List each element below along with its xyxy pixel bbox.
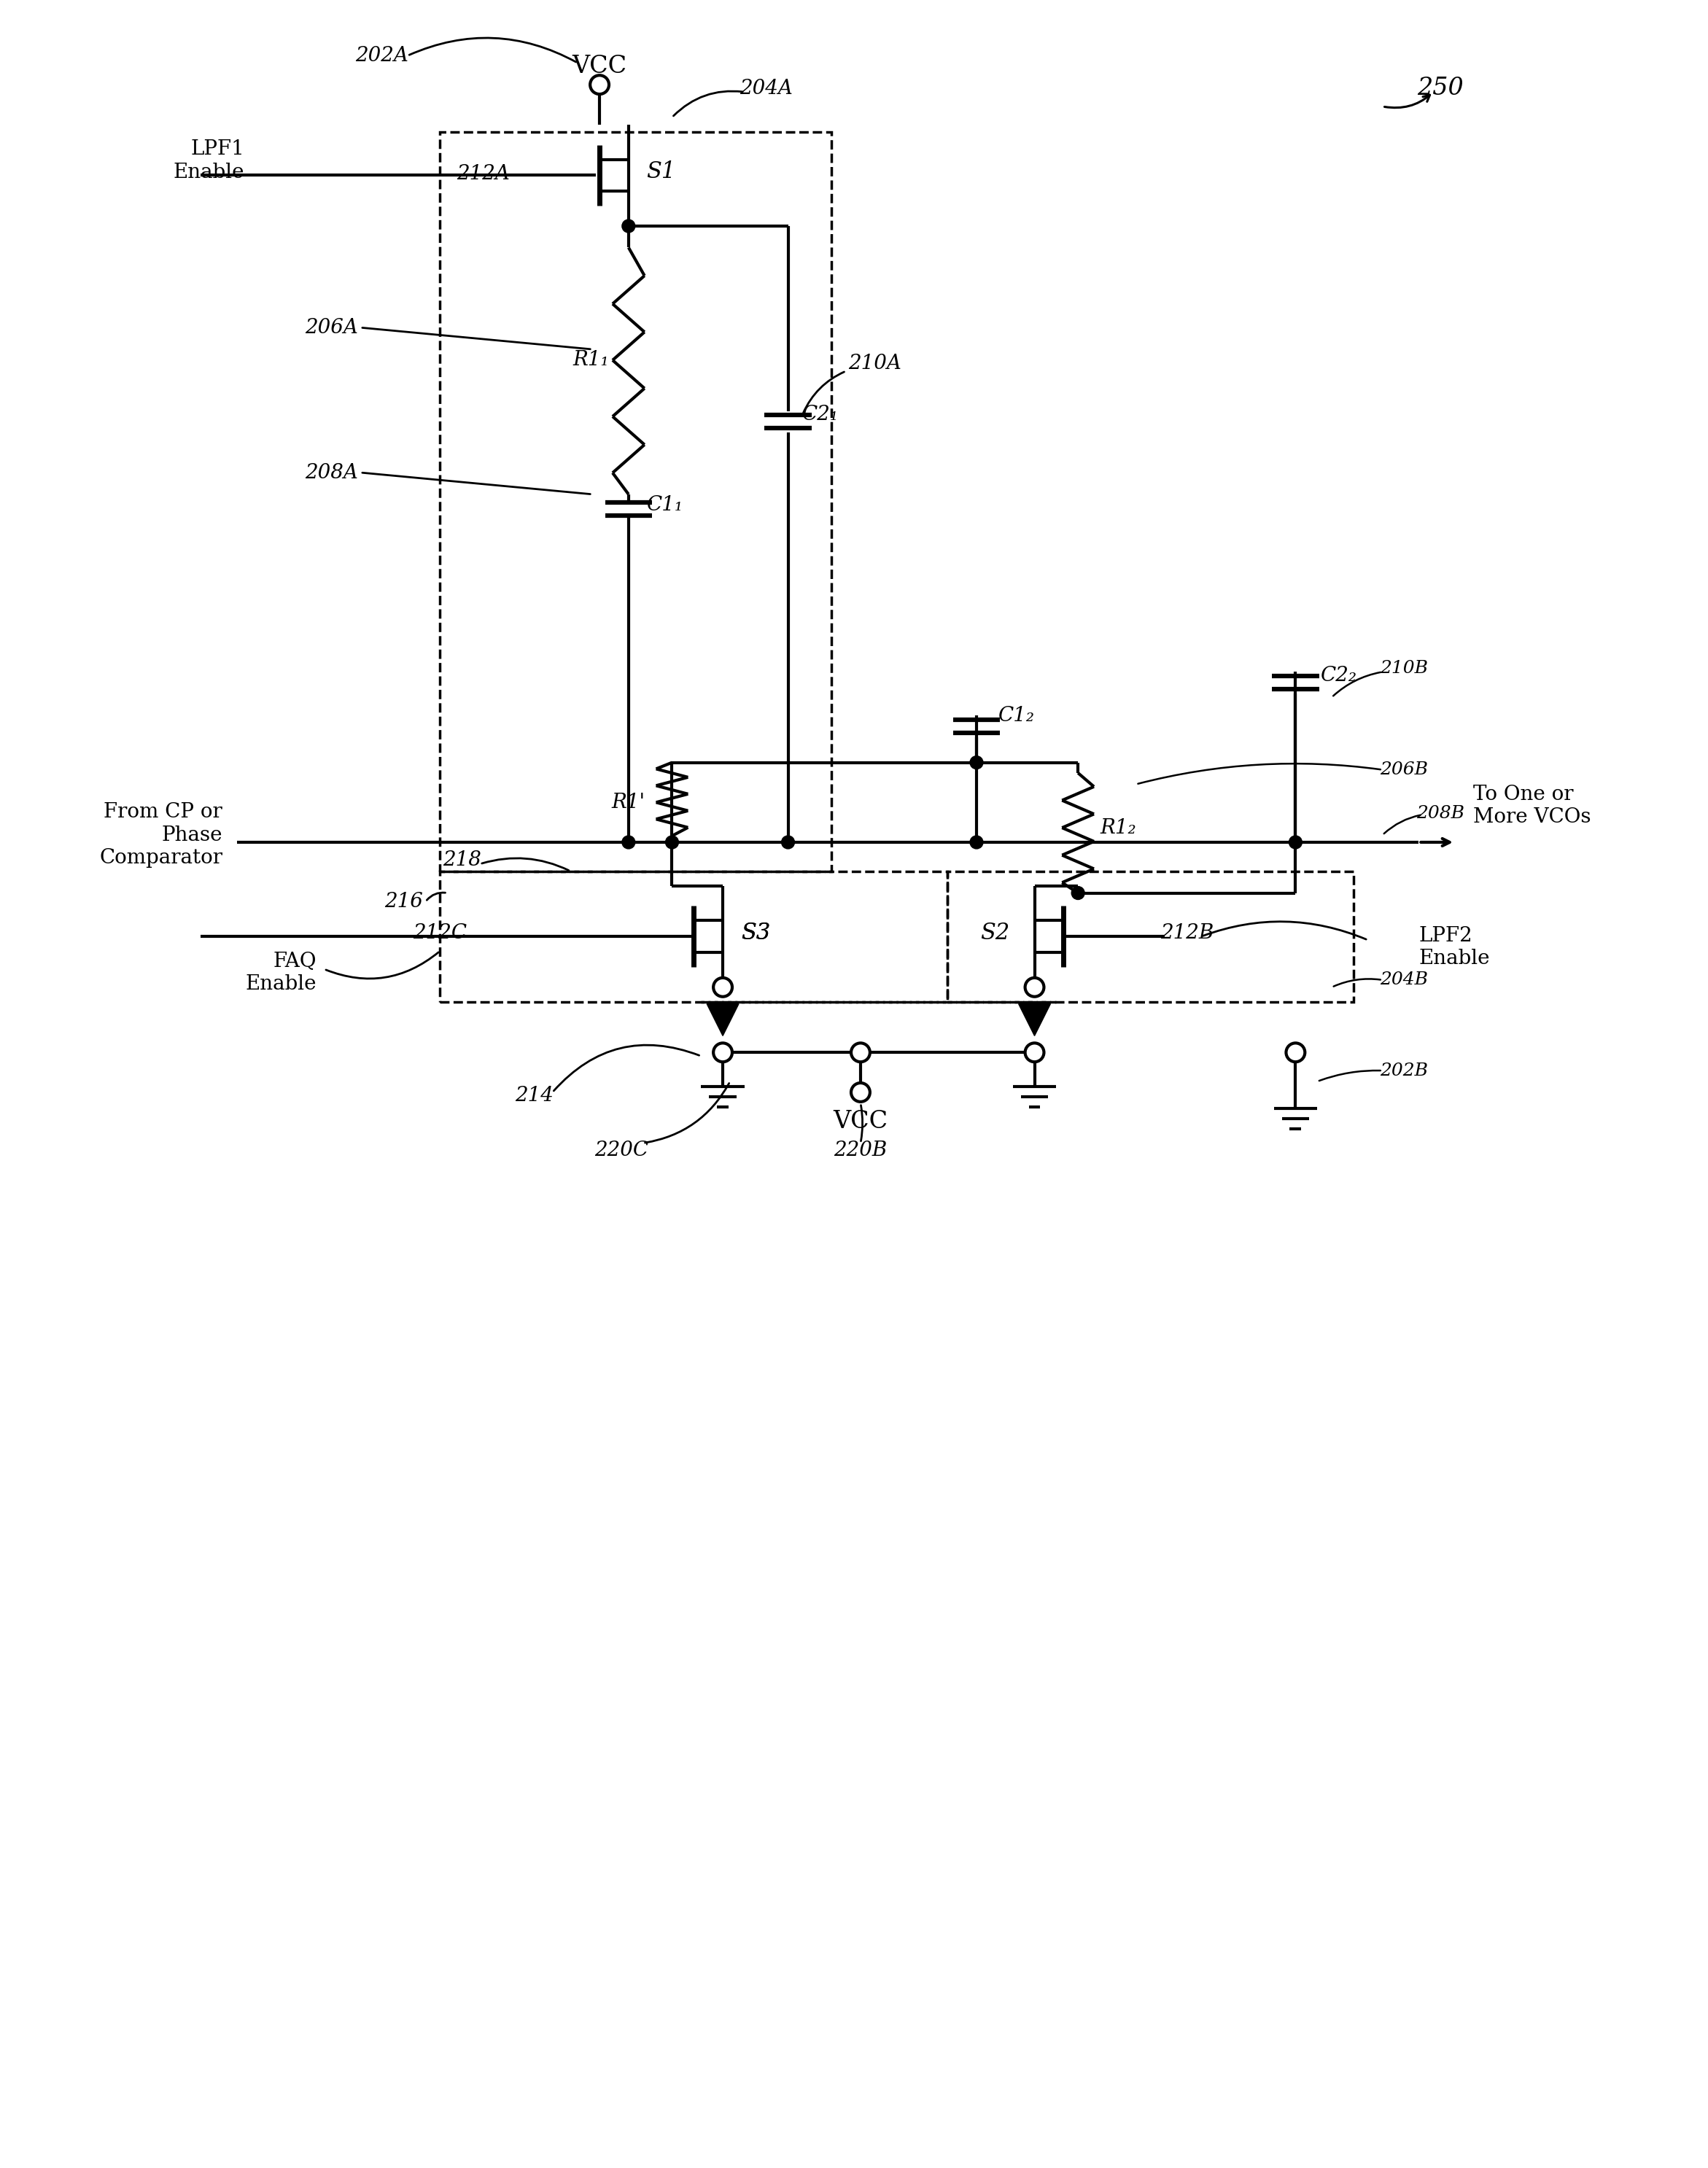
Circle shape bbox=[622, 835, 635, 848]
Text: To One or
More VCOs: To One or More VCOs bbox=[1472, 785, 1590, 828]
Text: C2₂: C2₂ bbox=[1320, 666, 1358, 685]
Text: 208B: 208B bbox=[1416, 804, 1464, 822]
Text: 202A: 202A bbox=[355, 46, 408, 65]
Text: 216: 216 bbox=[384, 891, 424, 911]
Circle shape bbox=[714, 1043, 733, 1062]
Text: C2₁: C2₁ bbox=[803, 405, 839, 425]
Circle shape bbox=[1025, 1043, 1044, 1062]
Text: R1₂: R1₂ bbox=[1100, 817, 1136, 837]
Text: 204B: 204B bbox=[1380, 971, 1428, 989]
Text: 212A: 212A bbox=[458, 165, 511, 184]
Polygon shape bbox=[1018, 1004, 1050, 1036]
Circle shape bbox=[782, 835, 794, 848]
Circle shape bbox=[970, 835, 984, 848]
Text: 250: 250 bbox=[1418, 76, 1464, 100]
Text: 206B: 206B bbox=[1380, 761, 1428, 778]
Text: 202B: 202B bbox=[1380, 1062, 1428, 1080]
Text: 210A: 210A bbox=[849, 353, 902, 373]
Text: R1': R1' bbox=[611, 793, 646, 813]
Bar bbox=[441, 132, 832, 872]
Text: S2: S2 bbox=[980, 921, 1009, 943]
Text: 214: 214 bbox=[516, 1086, 553, 1106]
Text: S3: S3 bbox=[741, 921, 770, 943]
Text: S3: S3 bbox=[741, 921, 770, 943]
Circle shape bbox=[666, 835, 678, 848]
Polygon shape bbox=[707, 1004, 740, 1036]
Circle shape bbox=[589, 76, 610, 93]
Text: 204A: 204A bbox=[740, 78, 793, 98]
Text: R1₁: R1₁ bbox=[572, 351, 610, 371]
Circle shape bbox=[1071, 887, 1085, 900]
Text: VCC: VCC bbox=[834, 1110, 888, 1134]
Text: C1₂: C1₂ bbox=[997, 705, 1035, 726]
Text: From CP or
Phase
Comparator: From CP or Phase Comparator bbox=[99, 802, 222, 867]
Text: 208A: 208A bbox=[304, 462, 359, 483]
Circle shape bbox=[851, 1082, 869, 1101]
Text: C1₁: C1₁ bbox=[647, 494, 683, 516]
Bar bbox=[948, 872, 1353, 1002]
Text: 220C: 220C bbox=[594, 1140, 649, 1160]
Text: LPF2
Enable: LPF2 Enable bbox=[1419, 926, 1489, 969]
Circle shape bbox=[1286, 1043, 1305, 1062]
Text: 212C: 212C bbox=[413, 924, 466, 943]
Circle shape bbox=[622, 219, 635, 232]
Text: VCC: VCC bbox=[572, 54, 627, 78]
Circle shape bbox=[714, 978, 733, 997]
Text: 218: 218 bbox=[442, 850, 482, 869]
Circle shape bbox=[1025, 978, 1044, 997]
Bar bbox=[441, 872, 948, 1002]
Text: 212B: 212B bbox=[1160, 924, 1213, 943]
Text: FAQ
Enable: FAQ Enable bbox=[246, 952, 316, 993]
Text: 210B: 210B bbox=[1380, 659, 1428, 676]
Text: S1: S1 bbox=[647, 160, 676, 182]
Circle shape bbox=[851, 1043, 869, 1062]
Circle shape bbox=[1290, 835, 1301, 848]
Circle shape bbox=[970, 757, 984, 770]
Text: 206A: 206A bbox=[304, 319, 359, 338]
Text: LPF1
Enable: LPF1 Enable bbox=[173, 139, 244, 182]
Text: 220B: 220B bbox=[834, 1140, 886, 1160]
